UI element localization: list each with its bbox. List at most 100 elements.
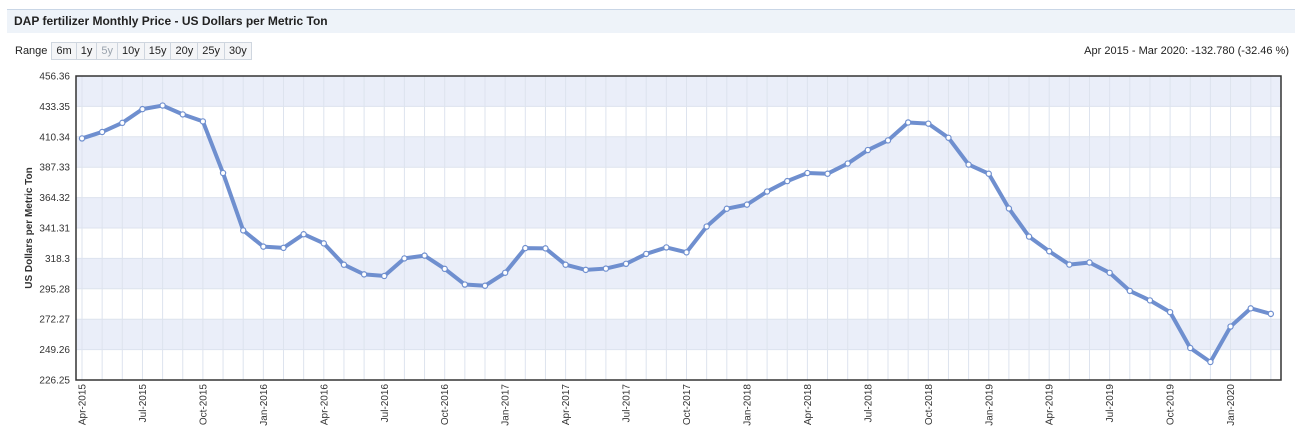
x-tick-label: Jul-2017 [622,384,633,423]
data-point [985,170,992,177]
data-point [663,244,670,251]
data-point [280,244,287,252]
y-tick-label: 226.25 [39,376,70,387]
y-tick-label: 318.3 [45,254,70,265]
x-tick-label: Jul-2015 [138,384,149,423]
data-point [119,119,126,127]
data-point [501,269,509,276]
y-axis-title: US Dollars per Metric Ton [24,167,35,289]
data-point [260,243,267,250]
x-tick-label: Jul-2016 [380,384,391,423]
data-point [1166,308,1174,316]
x-tick-label: Oct-2016 [440,384,451,426]
data-point [421,252,428,259]
data-point [381,272,388,280]
y-tick-label: 387.33 [39,163,70,174]
range-15y-button[interactable]: 15y [143,42,172,60]
x-tick-label: Apr-2016 [319,384,330,426]
plot-band [76,319,1281,350]
data-point [743,201,751,208]
data-point [340,261,348,268]
data-point [562,261,569,268]
x-tick-label: Apr-2017 [561,384,572,426]
y-tick-label: 456.36 [39,72,70,83]
plot-band [76,258,1281,289]
x-tick-label: Jan-2019 [984,384,995,426]
y-tick-label: 249.26 [39,345,70,356]
data-point [1045,248,1053,255]
x-tick-label: Oct-2019 [1166,384,1177,426]
range-25y-button[interactable]: 25y [197,42,225,60]
data-point [98,128,106,136]
data-point [703,223,710,230]
data-point [965,161,972,168]
data-point [1086,259,1093,266]
x-tick-label: Oct-2015 [198,384,209,426]
plot-band [76,197,1281,228]
x-tick-label: Jan-2016 [259,384,270,426]
range-6m-button[interactable]: 6m [51,42,77,60]
data-point [522,244,529,252]
data-point [622,260,630,268]
data-point [784,177,791,185]
x-tick-label: Jan-2017 [501,384,512,426]
y-tick-label: 295.28 [39,284,70,295]
data-point [1005,205,1013,212]
plot-frame [75,75,1282,381]
y-tick-label: 433.35 [39,102,70,113]
chart-header: DAP fertilizer Monthly Price - US Dollar… [7,9,1295,33]
range-selector: Range 6m 1y 5y 10y 15y 20y 25y 30y [15,42,252,60]
x-tick-label: Jan-2018 [742,384,753,426]
x-tick-label: Apr-2015 [78,384,89,426]
data-point [1146,297,1154,304]
x-tick-label: Jul-2019 [1105,384,1116,423]
chart-title: DAP fertilizer Monthly Price - US Dollar… [14,14,328,28]
data-point [239,227,247,234]
data-point [320,240,327,247]
y-tick-label: 410.34 [39,132,70,143]
data-point [844,160,851,167]
data-point [904,119,912,126]
data-point [139,105,146,113]
data-point [159,102,166,109]
data-point [763,188,771,195]
price-line [80,103,1273,364]
data-point [925,120,932,127]
data-point [1106,269,1113,276]
data-point [300,231,307,238]
range-30y-button[interactable]: 30y [223,42,252,60]
data-point [1066,261,1073,268]
data-point [602,265,610,272]
data-point [864,146,872,154]
data-point [945,134,952,141]
y-tick-label: 272.27 [39,315,70,326]
data-point [1207,358,1214,366]
plot-band [76,76,1281,107]
data-point [461,281,469,288]
y-tick-label: 364.32 [39,193,70,204]
data-point [199,118,207,125]
y-tick-label: 341.31 [39,223,70,234]
data-point [360,271,368,278]
data-point [401,255,408,262]
range-label: Range [15,45,48,57]
data-point [683,249,690,256]
data-point [1227,323,1234,330]
plot-band [76,136,1281,168]
x-tick-label: Oct-2018 [924,384,935,426]
data-point [78,135,86,142]
data-point [1247,305,1254,312]
data-point [1126,287,1134,295]
data-point [884,137,892,144]
data-point [723,205,731,212]
data-points [78,102,1275,366]
data-point [1187,344,1194,352]
x-axis-ticks: Apr-2015 Jul-2015 Oct-2015 Jan-2016 Apr-2016… [78,384,1238,426]
x-tick-label: Jul-2018 [863,384,874,423]
x-tick-label: Jan-2020 [1226,384,1237,426]
data-point [643,250,650,258]
data-point [804,169,811,177]
data-point [179,111,186,118]
y-axis-ticks: 456.36 433.35 410.34 387.33 364.32 341.31 318.… [39,72,70,387]
